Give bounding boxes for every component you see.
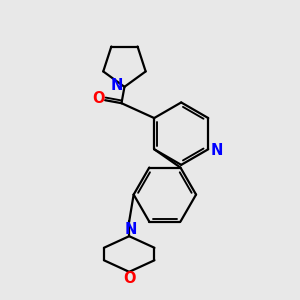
Text: N: N <box>124 222 137 237</box>
Text: N: N <box>111 78 123 93</box>
Text: N: N <box>210 143 223 158</box>
Text: O: O <box>92 91 105 106</box>
Text: O: O <box>123 271 135 286</box>
